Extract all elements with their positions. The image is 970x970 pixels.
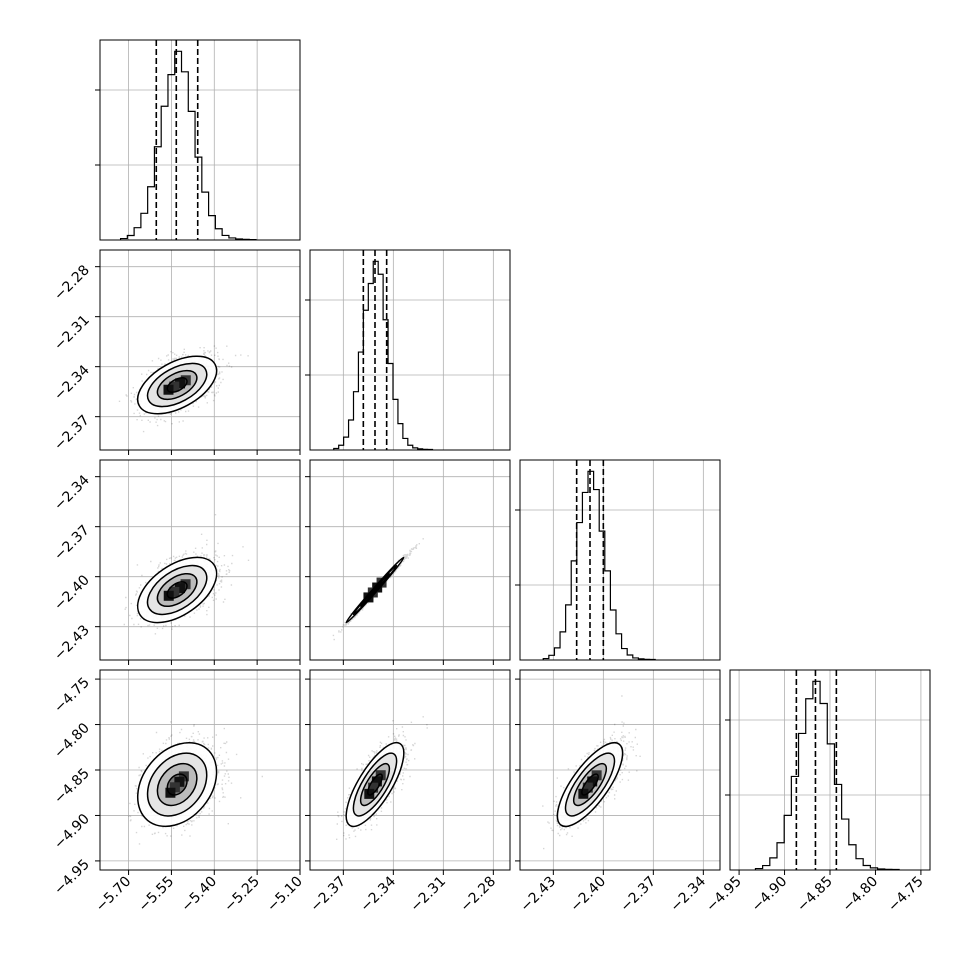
panel-data <box>128 721 263 845</box>
axes-frame <box>99 459 301 661</box>
y-tick-label: −4.85 <box>51 766 93 808</box>
density-peak <box>175 378 186 389</box>
density-peak <box>169 381 180 392</box>
contour-line <box>166 377 188 393</box>
contour-line <box>581 773 599 796</box>
x-tick-label: −4.85 <box>794 874 836 916</box>
y-tick-label: −2.34 <box>51 472 93 514</box>
scatter-panel-4-1 <box>95 669 301 875</box>
y-tick-label: −2.37 <box>51 522 93 564</box>
x-tick-label: −2.34 <box>668 873 710 915</box>
contour-line <box>359 762 391 807</box>
contour-line <box>367 773 383 796</box>
x-tick-label: −5.40 <box>178 874 220 916</box>
density-peak <box>180 375 191 386</box>
scatter-panel-2-1 <box>95 249 301 455</box>
panel-data <box>118 345 249 433</box>
density-peak <box>375 770 386 781</box>
contour-line <box>166 773 188 796</box>
panel-data <box>542 695 641 850</box>
contour-line <box>564 752 616 817</box>
density-peak <box>169 782 180 793</box>
axes-frame <box>99 39 301 241</box>
contour-line <box>345 556 405 624</box>
x-tick-label: −2.43 <box>518 874 560 916</box>
x-tick-label: −5.55 <box>136 874 178 916</box>
contour-line <box>136 556 218 624</box>
x-tick-label: −2.31 <box>408 874 450 916</box>
x-tick-label: −5.70 <box>93 874 135 916</box>
y-tick-label: −2.28 <box>51 262 93 304</box>
histogram-step <box>119 50 257 241</box>
density-peak <box>180 579 191 590</box>
contour-line <box>556 741 624 828</box>
x-tick-label: −4.90 <box>749 874 791 916</box>
density-peak <box>178 771 189 782</box>
x-tick-label: −2.28 <box>458 874 500 916</box>
density-peak <box>371 776 382 787</box>
density-peak <box>174 776 185 787</box>
contour-line <box>136 355 218 415</box>
panel-data <box>336 716 428 840</box>
contour-line <box>146 362 208 408</box>
density-peak <box>169 586 180 597</box>
x-tick-label: −4.80 <box>840 874 882 916</box>
axes-frame <box>99 249 301 451</box>
histogram-panel-2 <box>305 249 511 451</box>
x-tick-label: −2.34 <box>358 873 400 915</box>
y-tick-label: −4.90 <box>51 811 93 853</box>
scatter-panel-4-2 <box>305 669 511 875</box>
axes-frame <box>309 249 511 451</box>
x-tick-label: −2.40 <box>568 874 610 916</box>
contour-line <box>156 369 198 401</box>
x-tick-label: −2.37 <box>308 874 350 916</box>
axes-frame <box>519 459 721 661</box>
y-tick-label: −4.95 <box>51 856 93 898</box>
x-tick-label: −5.10 <box>264 874 306 916</box>
density-peak <box>163 384 174 395</box>
histogram-step <box>754 680 900 871</box>
y-tick-label: −4.80 <box>51 720 93 762</box>
contour-line <box>166 581 188 599</box>
x-tick-label: −4.75 <box>885 874 927 916</box>
y-tick-label: −2.37 <box>51 412 93 454</box>
density-peak <box>591 770 602 781</box>
x-tick-label: −2.37 <box>618 874 660 916</box>
contour-line <box>146 752 208 817</box>
contour-line <box>136 741 218 828</box>
axes-frame <box>309 459 511 661</box>
contour-line <box>352 752 398 817</box>
contour-line <box>156 762 198 807</box>
density-peak <box>174 583 185 594</box>
x-tick-label: −5.25 <box>221 874 263 916</box>
histogram-panel-4 <box>725 669 931 871</box>
histogram-panel-3 <box>515 459 721 661</box>
contour-line <box>156 572 198 608</box>
contour-line <box>345 741 405 828</box>
y-tick-label: −2.43 <box>51 622 93 664</box>
contour-line <box>146 564 208 616</box>
panel-data <box>332 538 424 641</box>
contour-line <box>572 762 608 807</box>
density-peak <box>163 590 174 601</box>
histogram-panel-1 <box>95 39 301 241</box>
y-tick-label: −4.75 <box>51 675 93 717</box>
panel-data <box>123 514 250 635</box>
scatter-panel-3-2 <box>305 459 511 665</box>
x-tick-label: −4.95 <box>703 874 745 916</box>
scatter-panel-4-3 <box>515 669 721 875</box>
density-peak <box>578 788 589 799</box>
y-tick-label: −2.40 <box>51 572 93 614</box>
y-tick-label: −2.31 <box>51 312 93 354</box>
density-peak <box>582 782 593 793</box>
density-peak <box>364 788 375 799</box>
y-tick-label: −2.34 <box>51 362 93 404</box>
histogram-step <box>333 260 434 451</box>
histogram-step <box>542 470 656 661</box>
density-peak <box>368 782 379 793</box>
density-peak <box>587 776 598 787</box>
density-peak <box>165 787 176 798</box>
scatter-panel-3-1 <box>95 459 301 665</box>
